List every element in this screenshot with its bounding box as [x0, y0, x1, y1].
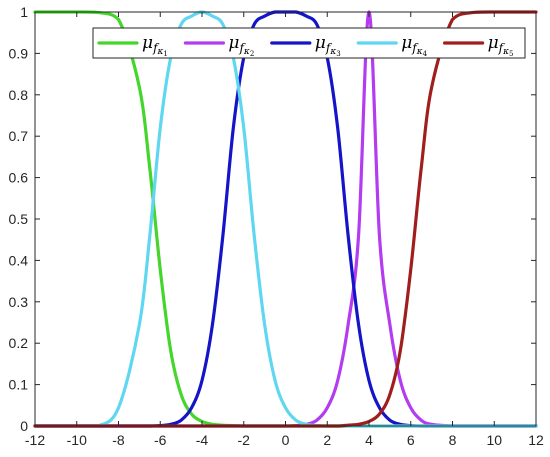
x-tick-label: 10 — [486, 432, 502, 448]
ticks-layer: -12 -10 -8 -6 -4 -2 0 2 4 6 8 10 12 0 0.1 0.2 0.3 0.4 0.5 0… — [9, 4, 544, 448]
y-tick-label: 0.6 — [9, 170, 29, 186]
legend: μfκ1 μfκ2 μfκ3 μfκ4 μfκ5 — [92, 27, 526, 59]
x-tick-label: -6 — [154, 432, 167, 448]
x-tick-label: 4 — [365, 432, 373, 448]
y-tick-label: 0.9 — [9, 45, 29, 61]
y-tick-label: 1 — [20, 4, 28, 20]
y-tick-label: 0.1 — [9, 377, 29, 393]
x-tick-label: -12 — [25, 432, 45, 448]
y-tick-label: 0.4 — [9, 252, 29, 268]
y-tick-label: 0.8 — [9, 87, 29, 103]
legend-label-1: μfκ1 — [142, 33, 168, 58]
x-tick-label: 12 — [528, 432, 544, 448]
legend-label-2: μfκ2 — [228, 33, 254, 58]
x-tick-label: -8 — [112, 432, 125, 448]
legend-label-5: μfκ5 — [488, 33, 514, 58]
x-tick-label: -2 — [238, 432, 251, 448]
y-tick-label: 0.2 — [9, 335, 29, 351]
x-tick-label: 6 — [407, 432, 415, 448]
x-tick-label: -10 — [67, 432, 87, 448]
y-tick-label: 0.5 — [9, 211, 29, 227]
legend-label-3: μfκ3 — [315, 33, 341, 58]
x-tick-label: 0 — [282, 432, 290, 448]
legend-label-4: μfκ4 — [401, 33, 427, 58]
x-tick-label: 2 — [323, 432, 331, 448]
y-tick-label: 0 — [20, 418, 28, 434]
x-tick-label: 8 — [449, 432, 457, 448]
y-tick-label: 0.3 — [9, 294, 29, 310]
x-tick-label: -4 — [196, 432, 209, 448]
y-tick-label: 0.7 — [9, 128, 29, 144]
